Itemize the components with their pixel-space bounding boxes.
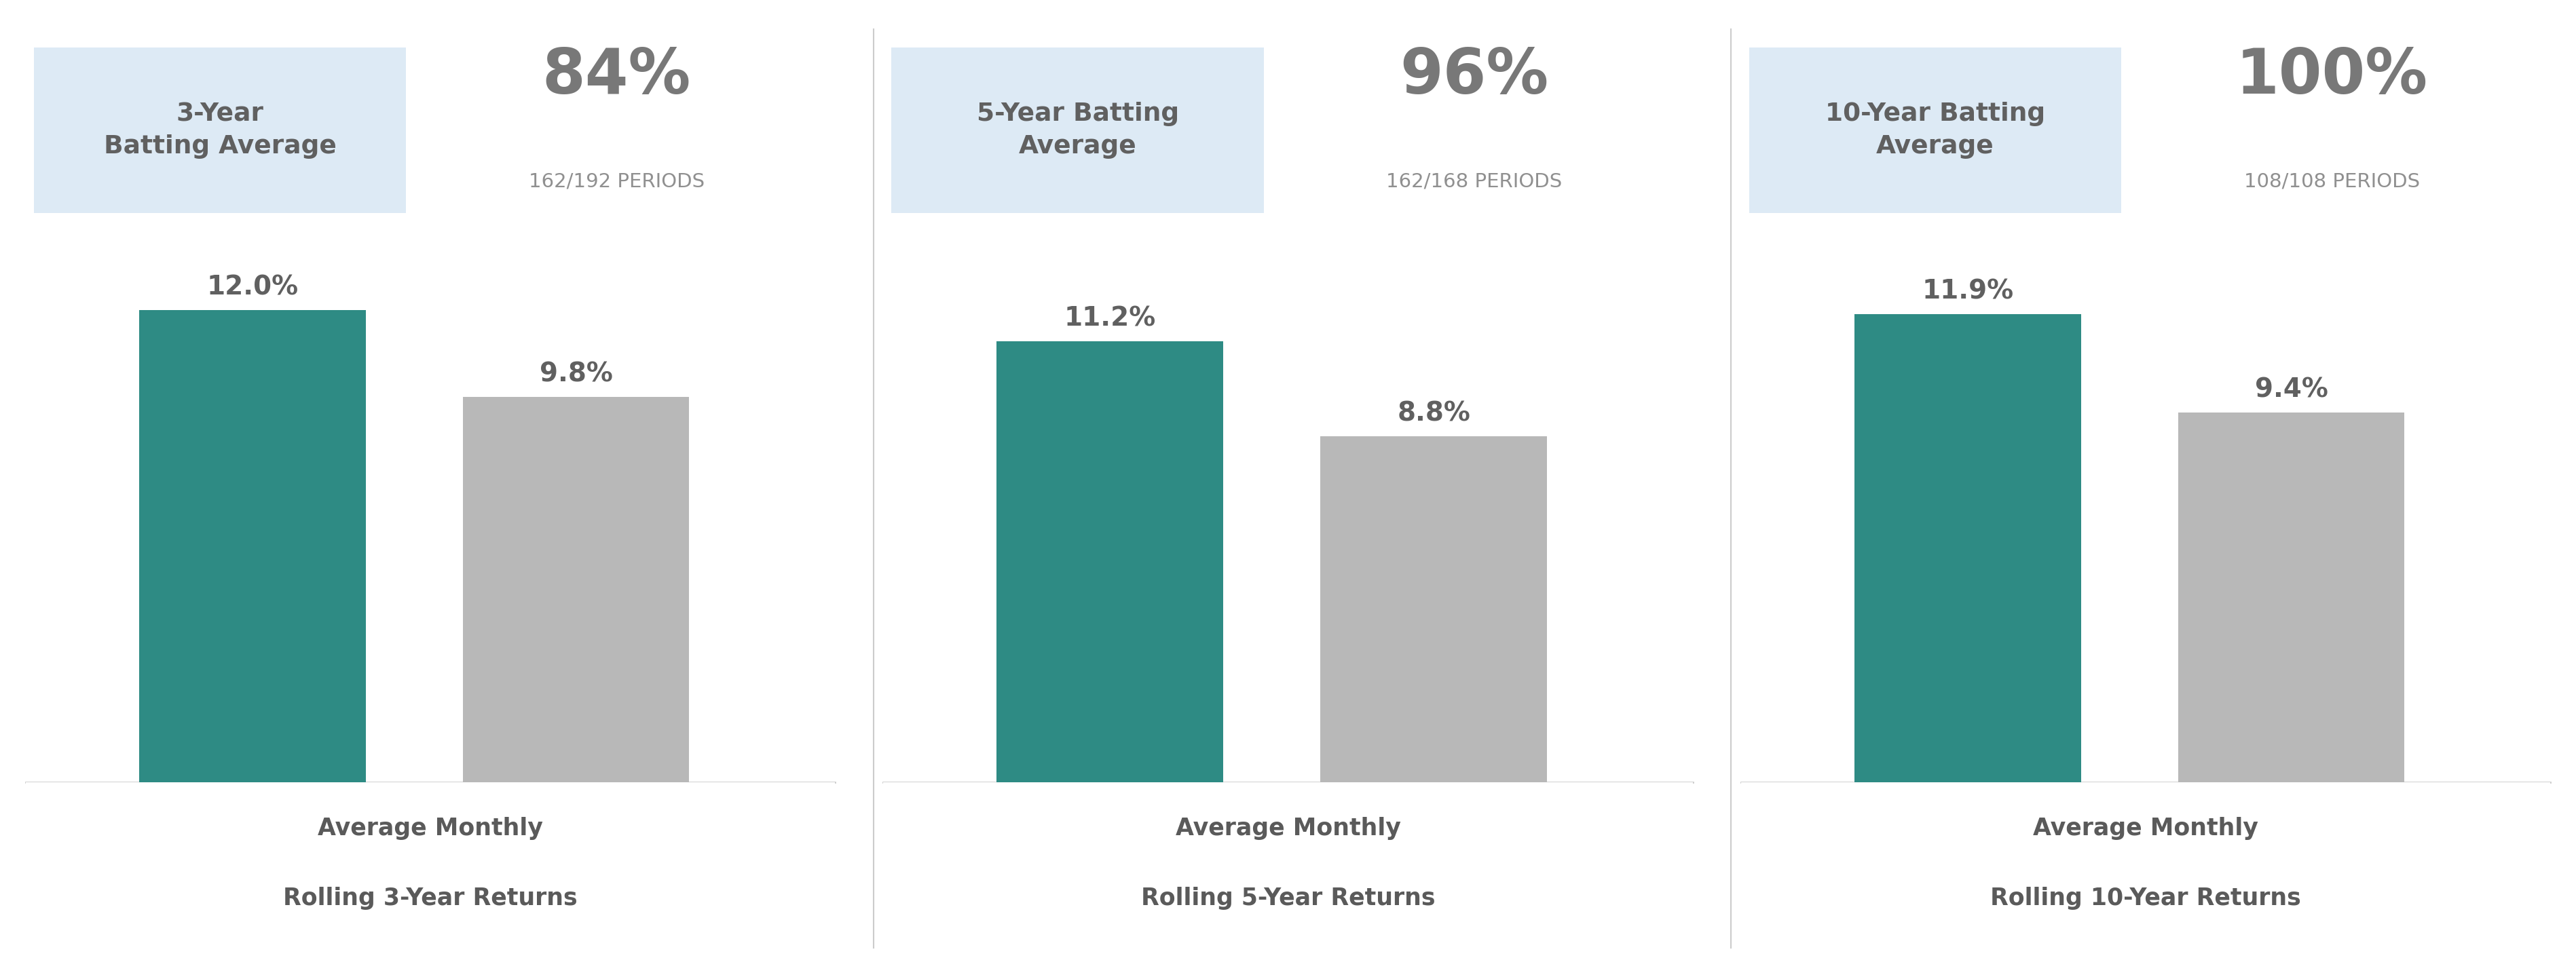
- Text: Average Monthly: Average Monthly: [1175, 817, 1401, 840]
- Text: 12.0%: 12.0%: [206, 275, 299, 300]
- Text: 10-Year Batting
Average: 10-Year Batting Average: [1826, 103, 2045, 158]
- Bar: [1321, 436, 1548, 783]
- Text: 96%: 96%: [1399, 46, 1548, 106]
- Text: Rolling 10-Year Returns: Rolling 10-Year Returns: [1991, 886, 2300, 910]
- Text: Rolling 5-Year Returns: Rolling 5-Year Returns: [1141, 886, 1435, 910]
- Text: 5-Year Batting
Average: 5-Year Batting Average: [976, 103, 1180, 158]
- Text: 100%: 100%: [2236, 46, 2427, 106]
- Text: 9.8%: 9.8%: [538, 361, 613, 387]
- Text: 162/168 PERIODS: 162/168 PERIODS: [1386, 172, 1561, 191]
- Text: 162/192 PERIODS: 162/192 PERIODS: [528, 172, 703, 191]
- Bar: [2179, 412, 2403, 783]
- FancyBboxPatch shape: [891, 48, 1265, 213]
- Bar: [139, 310, 366, 783]
- Bar: [997, 342, 1224, 783]
- Text: 8.8%: 8.8%: [1396, 401, 1471, 426]
- Text: Rolling 3-Year Returns: Rolling 3-Year Returns: [283, 886, 577, 910]
- FancyBboxPatch shape: [1749, 48, 2123, 213]
- Text: 11.2%: 11.2%: [1064, 306, 1157, 332]
- Bar: [1855, 314, 2081, 783]
- Text: 3-Year
Batting Average: 3-Year Batting Average: [103, 103, 337, 158]
- Bar: [464, 397, 690, 783]
- Text: 9.4%: 9.4%: [2254, 377, 2329, 403]
- Text: 108/108 PERIODS: 108/108 PERIODS: [2244, 172, 2419, 191]
- Text: 11.9%: 11.9%: [1922, 278, 2014, 304]
- Text: Average Monthly: Average Monthly: [317, 817, 544, 840]
- FancyBboxPatch shape: [33, 48, 407, 213]
- Text: Average Monthly: Average Monthly: [2032, 817, 2259, 840]
- Text: 84%: 84%: [541, 46, 690, 106]
